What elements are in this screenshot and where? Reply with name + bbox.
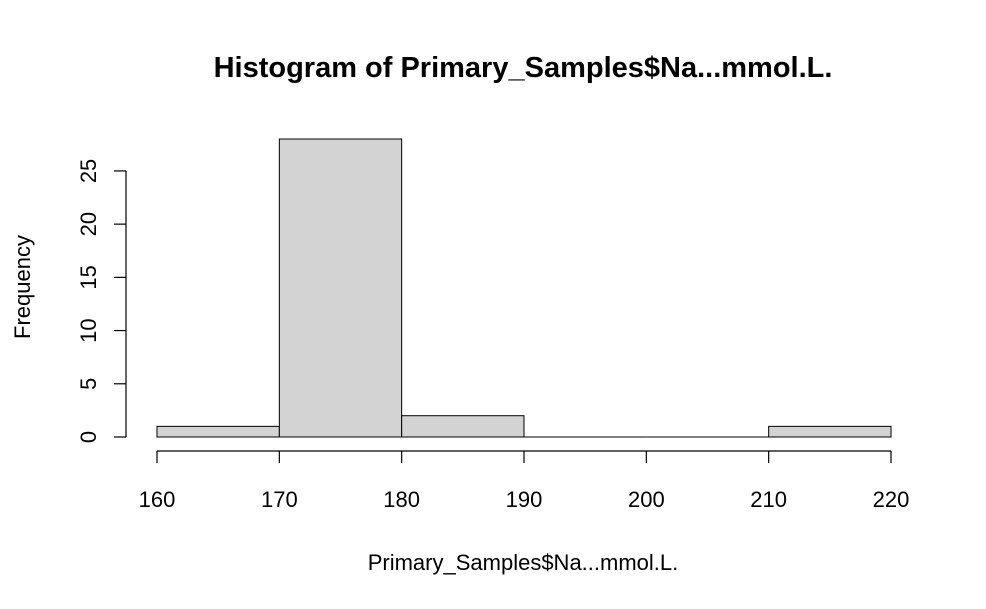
y-tick-label-25: 25: [76, 159, 101, 183]
histogram-bar-2: [401, 415, 525, 438]
y-axis-label: Frequency: [10, 235, 35, 339]
x-tick-label-170: 170: [261, 487, 298, 512]
x-tick-label-190: 190: [506, 487, 543, 512]
x-axis-label: Primary_Samples$Na...mmol.L.: [368, 550, 679, 575]
y-tick-label-15: 15: [76, 265, 101, 289]
y-tick-label-10: 10: [76, 318, 101, 342]
histogram-bar-0: [156, 425, 280, 438]
x-axis: 160 170 180 190 200 210 220: [139, 450, 910, 512]
chart-title: Histogram of Primary_Samples$Na...mmol.L…: [214, 52, 833, 84]
histogram-bar-1: [278, 138, 403, 438]
y-tick-label-20: 20: [76, 212, 101, 236]
bars-group: [156, 138, 892, 438]
y-axis: 0 5 10 15 20 25: [76, 159, 127, 443]
x-tick-label-210: 210: [750, 487, 787, 512]
histogram-bar-5: [768, 425, 892, 438]
x-tick-label-180: 180: [383, 487, 420, 512]
y-tick-label-0: 0: [76, 431, 101, 443]
x-tick-label-200: 200: [628, 487, 665, 512]
y-tick-label-5: 5: [76, 378, 101, 390]
x-tick-label-160: 160: [139, 487, 176, 512]
x-tick-label-220: 220: [873, 487, 910, 512]
